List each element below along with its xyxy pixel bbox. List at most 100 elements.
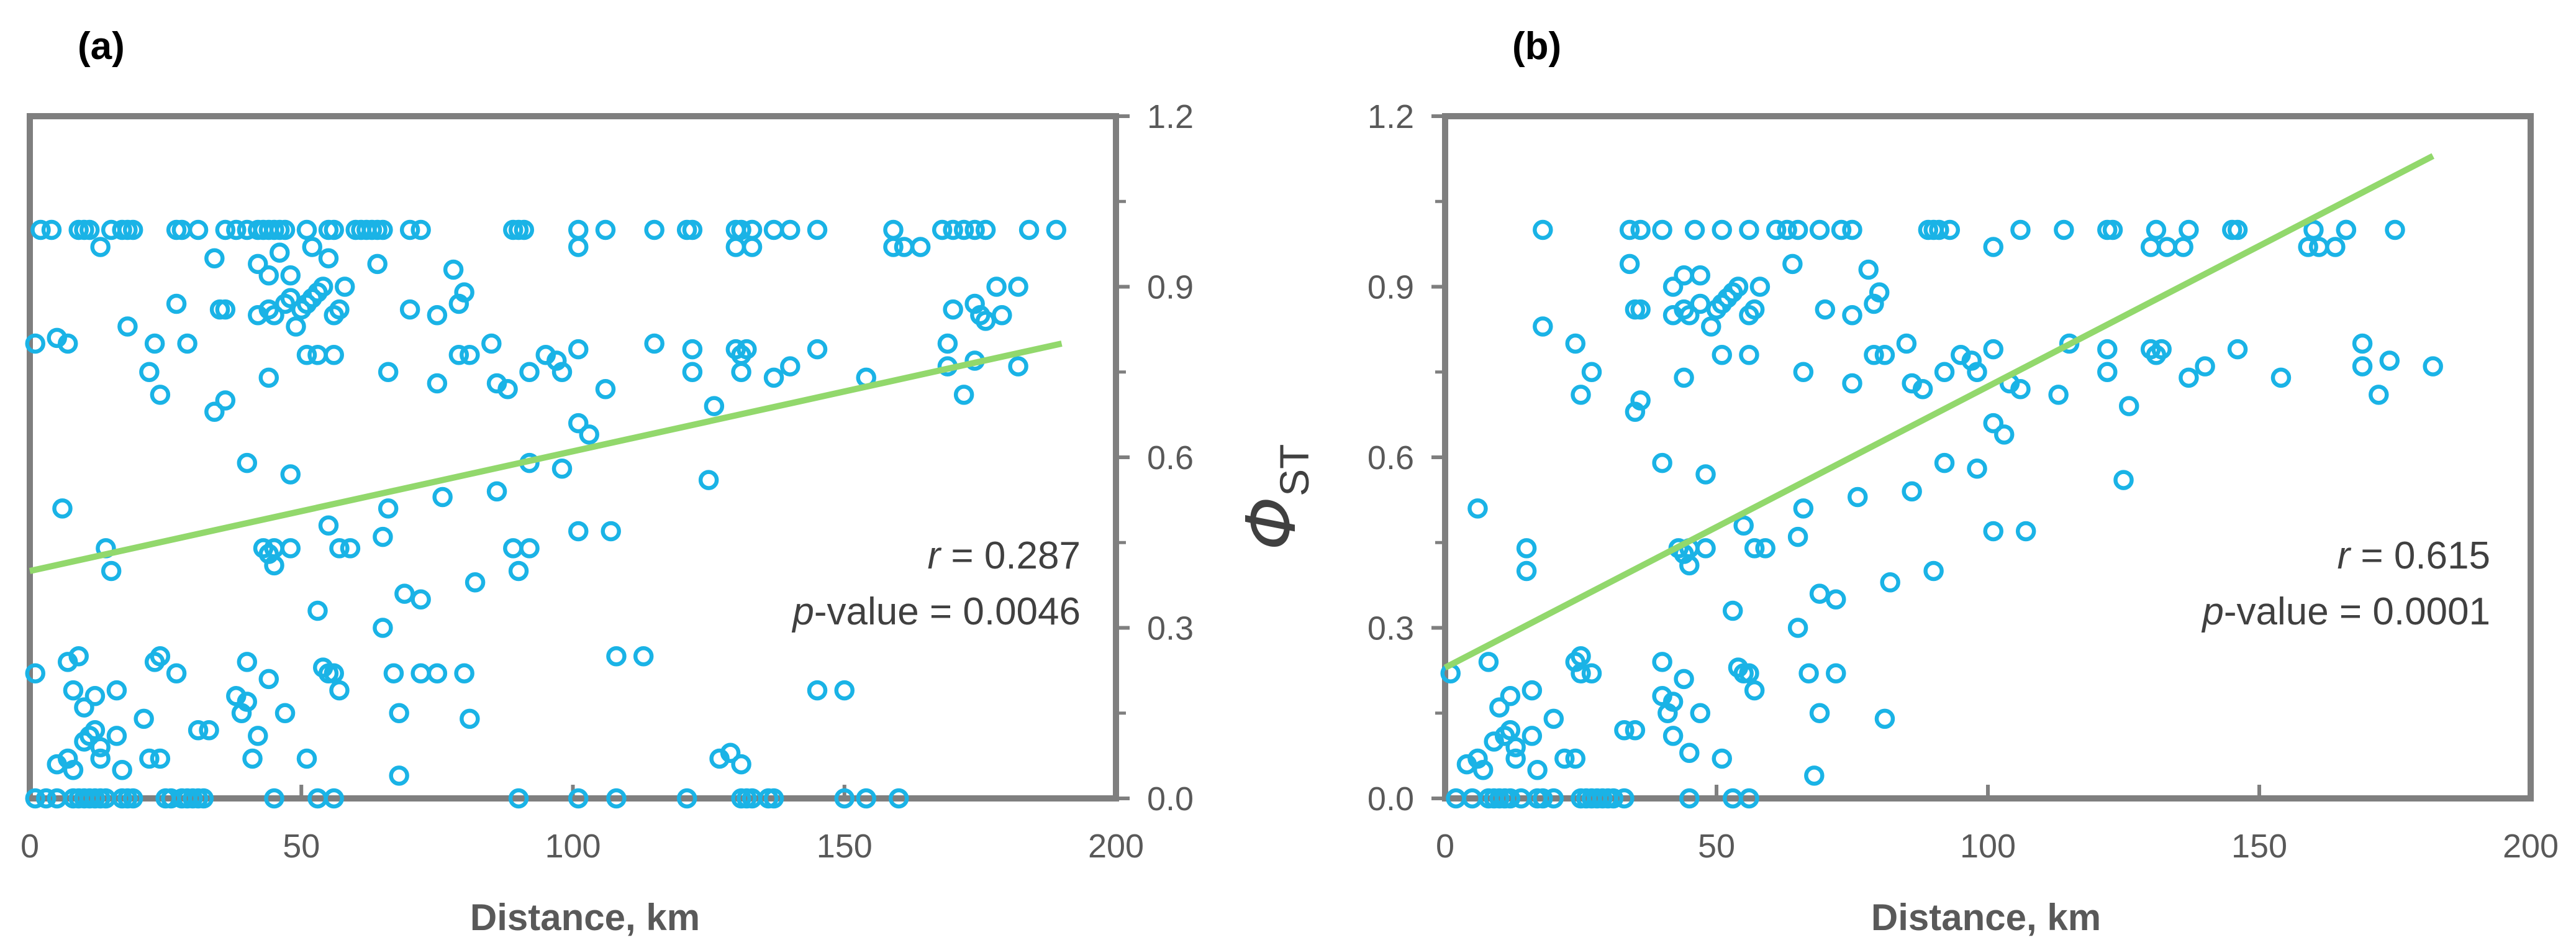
panel-b-data-point [2195, 356, 2215, 377]
panel-b-data-point [2336, 219, 2357, 240]
panel-a-data-point [258, 669, 279, 690]
panel-a-data-point [1046, 219, 1067, 240]
panel-a-data-point [486, 481, 507, 502]
panel-b-data-point [1690, 293, 1711, 314]
panel-a-data-point [318, 248, 339, 268]
panel-b-data-point [1625, 401, 1646, 422]
panel-a-data-point [737, 339, 757, 360]
panel-a-data-point [780, 219, 800, 240]
panel-a-data-point [953, 385, 974, 405]
panel-b-data-point [1739, 219, 1759, 240]
panel-b-data-point [1728, 276, 1749, 297]
panel-b-data-point [2379, 350, 2400, 371]
panel-a-data-point [307, 600, 328, 621]
panel-a-data-point [1008, 276, 1028, 297]
panel-a-data-point [79, 219, 100, 240]
panel-a-data-point [514, 219, 535, 240]
panel-a-data-point [763, 367, 784, 388]
panel-b-data-point [1842, 305, 1862, 326]
panel-a-data-point [35, 788, 57, 809]
panel-a-data-point [763, 788, 784, 809]
panel-a-y-tick-label: 1.2 [1147, 98, 1194, 135]
panel-a-data-point [378, 362, 399, 382]
panel-b-data-point [1722, 600, 1743, 621]
panel-b-x-tick-label: 100 [1960, 828, 2016, 865]
panel-b-data-point [1782, 253, 1803, 275]
panel-a-r-value: = 0.287 [940, 534, 1081, 577]
panel-b-r-value: = 0.615 [2350, 534, 2490, 577]
panel-b-data-point [1777, 219, 1797, 240]
panel-a-data-point [188, 219, 209, 240]
panel-a-data-point [215, 219, 236, 240]
panel-a-data-point [601, 521, 621, 542]
panel-b-data-point [2054, 219, 2074, 240]
panel-b-data-point [1934, 452, 1955, 473]
panel-b-data-point [1674, 265, 1694, 286]
panel-b-y-tick-label: 0.3 [1367, 610, 1414, 647]
panel-a-data-point [280, 265, 301, 286]
panel-a-x-tick-label: 0 [20, 828, 39, 865]
panel-b-data-point [1739, 345, 1759, 365]
panel-b-data-point [1554, 748, 1575, 769]
panel-a-data-point [551, 459, 573, 479]
panel-a-data-point [215, 299, 236, 320]
panel-a-data-point [481, 333, 502, 354]
panel-a-data-point [410, 219, 431, 240]
panel-a-data-point [248, 253, 268, 275]
panel-a-data-point [166, 293, 187, 314]
panel-a-data-point [856, 788, 876, 809]
panel-a-data-point [953, 219, 974, 240]
panel-a-data-point [329, 538, 350, 559]
panel-b-data-point [1581, 362, 1602, 382]
panel-a-data-point [340, 538, 361, 559]
panel-a-trendline [29, 340, 1063, 574]
panel-b-data-point [1712, 748, 1732, 769]
panel-a-data-point [644, 333, 664, 354]
panel-b-data-point [1798, 663, 1819, 683]
panel-a-p-annotation: p-value = 0.0046 [791, 590, 1081, 633]
panel-b-data-point [1489, 697, 1510, 718]
panel-b-data-point [1652, 452, 1672, 473]
panel-b-data-point [1695, 464, 1716, 485]
panel-b-data-point [1652, 652, 1672, 672]
panel-a-x-tick-label: 200 [1088, 828, 1144, 865]
panel-b-data-point [2015, 521, 2036, 542]
panel-b-data-point [2048, 385, 2069, 405]
panel-a-data-point [964, 219, 985, 240]
panel-a-data-point [519, 362, 540, 382]
panel-a-data-point [30, 219, 51, 240]
panel-a-data-point [334, 276, 355, 297]
panel-b-data-point [2179, 219, 2199, 240]
panel-a-data-point [399, 219, 420, 240]
panel-a-data-point [264, 788, 284, 809]
panel-a-data-point [134, 708, 154, 729]
panel-b-data-point [1533, 788, 1553, 809]
panel-b-data-point [2118, 396, 2139, 416]
panel-a-data-point [57, 333, 78, 354]
panel-a-data-point [427, 663, 448, 683]
panel-b-data-point [1505, 737, 1526, 757]
panel-a-data-point [286, 316, 306, 337]
panel-b-data-point [1739, 788, 1759, 809]
panel-a-data-point [25, 788, 45, 809]
panel-b-data-point [1744, 299, 1765, 320]
panel-a-data-point [427, 305, 448, 326]
panel-b-data-point [1815, 299, 1836, 320]
panel-b-y-axis-phi: Φ [1231, 496, 1311, 550]
panel-b-data-point [1662, 276, 1684, 297]
panel-b-data-point [1923, 560, 1944, 582]
panel-b-y-tick-label: 0.6 [1367, 439, 1414, 477]
panel-a-data-point [568, 521, 589, 542]
panel-b-data-point [1527, 760, 1548, 780]
panel-a-data-point [731, 219, 751, 240]
panel-a-data-point [682, 339, 703, 360]
panel-a-data-point [389, 765, 409, 786]
panel-a-data-point [122, 788, 143, 809]
panel-b-data-point [1522, 726, 1543, 746]
panel-a-data-point [101, 560, 122, 582]
panel-b-data-point [1733, 515, 1754, 536]
panel-b-data-point [1787, 526, 1808, 547]
panel-a-data-point [274, 703, 296, 723]
panel-a-data-point [894, 237, 915, 257]
panel-b-data-point [2352, 356, 2373, 377]
